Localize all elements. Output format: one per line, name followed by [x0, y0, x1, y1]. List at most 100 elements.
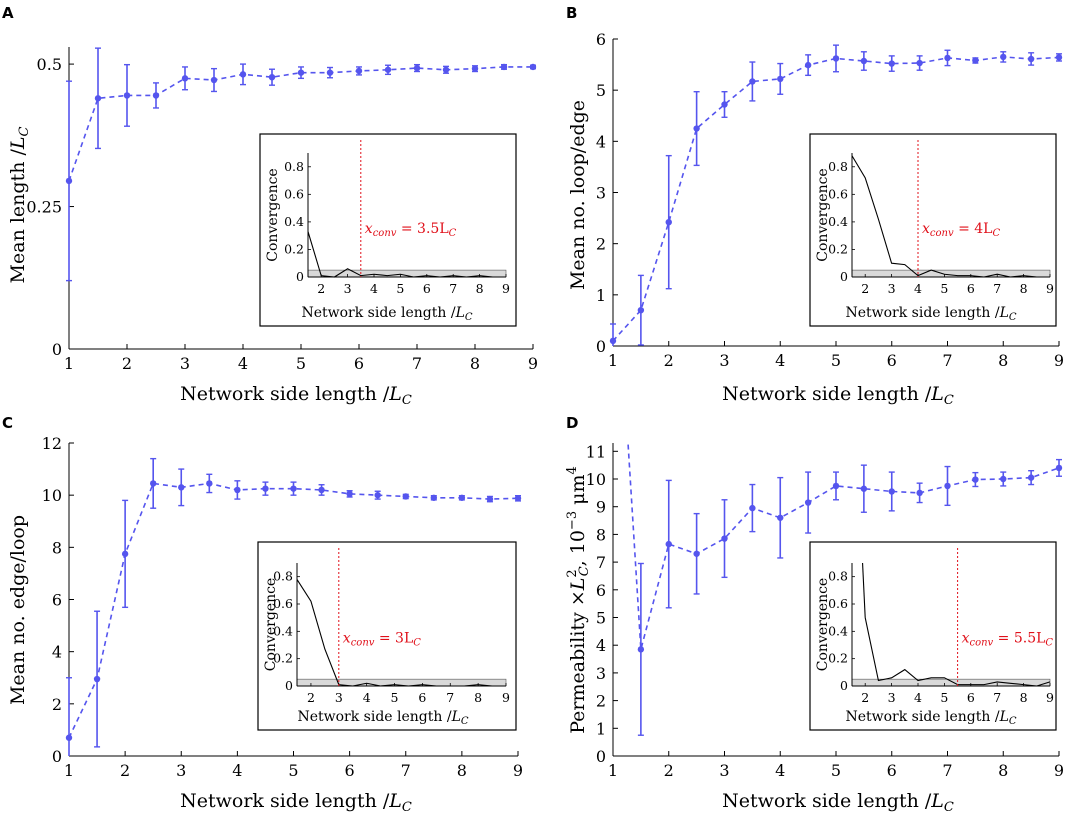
annotation-var-b: x — [922, 221, 930, 237]
data-point-d — [804, 499, 812, 506]
inset-x-tick-label-b: 5 — [940, 281, 948, 296]
data-point-b — [944, 54, 951, 62]
x-tick-label-c: 7 — [401, 761, 411, 780]
inset-convergence-line-a — [307, 231, 506, 278]
data-point-d — [665, 540, 672, 548]
x-axis-label-var-b: L — [930, 383, 944, 405]
x-tick-label-c: 6 — [345, 761, 355, 780]
x-tick-label-a: 3 — [180, 354, 190, 373]
y-tick-label-d: 6 — [596, 581, 606, 600]
data-point-d — [1000, 475, 1007, 483]
y-tick-label-d: 7 — [596, 553, 606, 572]
y-tick-label-d: 5 — [596, 609, 606, 628]
inset-frame-d — [809, 541, 1057, 731]
data-point-c — [318, 486, 325, 494]
inset-x-tick-label-a: 9 — [502, 281, 510, 296]
inset-c: Network side length /LC Convergence xcon… — [257, 541, 517, 731]
inset-y-tick-label-b: 0 — [840, 269, 848, 284]
y-axis-label-d: Permeability ×L2C, 10−3 μm4 — [565, 466, 592, 734]
inset-x-label-d: Network side length /LC — [845, 709, 1016, 727]
inset-x-label-text-d: Network side length / — [845, 709, 999, 725]
annotation-eq-a: = 3.5L — [396, 221, 448, 237]
y-axis-label-exp2-d: 4 — [565, 466, 580, 474]
x-tick-label-b: 6 — [887, 351, 897, 370]
data-point-b — [749, 78, 756, 85]
axis-labels-b: Network side length /LC Mean no. loop/ed… — [567, 100, 954, 408]
data-point-a — [297, 69, 305, 76]
y-tick-label-c: 8 — [52, 538, 62, 557]
data-point-a — [500, 63, 508, 71]
inset-x-label-text-b: Network side length / — [845, 305, 999, 321]
inset-x-tick-label-c: 2 — [307, 690, 315, 705]
y-axis-label-var-d: L — [567, 578, 589, 592]
inset-y-label-d: Convergence — [815, 578, 831, 671]
y-tick-label-b: 5 — [596, 81, 606, 100]
x-tick-label-d: 9 — [1054, 761, 1064, 780]
data-point-a — [355, 67, 363, 75]
series-line-c — [68, 482, 519, 739]
annotation-var-d: x — [962, 630, 970, 646]
x-axis-label-text-d: Network side length / — [722, 790, 932, 812]
y-axis-label-c: Mean no. edge/loop — [7, 515, 29, 705]
inset-x-tick-label-d: 4 — [914, 690, 922, 705]
inset-y-tick-label-b: 0.4 — [828, 214, 848, 229]
annotation-eq-sub-d: C — [1045, 637, 1053, 648]
inset-a: Network side length /LC Convergence xcon… — [259, 133, 517, 327]
inset-convergence-line-c — [296, 579, 506, 687]
x-tick-label-b: 3 — [719, 351, 729, 370]
annotation-sub-a: conv — [373, 228, 397, 239]
x-axis-label-sub-b: C — [944, 393, 954, 408]
annotation-var-a: x — [365, 221, 373, 237]
annotation-sub-b: conv — [930, 228, 954, 239]
data-point-c — [178, 484, 185, 491]
inset-x-tick-label-c: 5 — [391, 690, 399, 705]
inset-x-label-var-c: L — [451, 709, 461, 725]
inset-y-tick-label-d: 0.6 — [828, 596, 848, 611]
annotation-sub-c: conv — [351, 637, 375, 648]
x-axis-label-var-a: L — [388, 383, 402, 405]
annotation-eq-sub-c: C — [413, 637, 421, 648]
data-point-a — [268, 74, 276, 81]
y-tick-label-b: 3 — [596, 184, 606, 203]
x-axis-label-d: Network side length /LC — [722, 790, 954, 814]
convergence-annotation-c: xconv = 3LC — [343, 630, 421, 648]
y-axis-label-exp-d: −3 — [565, 511, 580, 530]
x-axis-label-text-b: Network side length / — [722, 383, 932, 405]
data-point-c — [486, 495, 494, 503]
y-axis-label-text-d: Permeability × — [567, 590, 589, 734]
data-point-a — [442, 66, 450, 73]
x-axis-label-b: Network side length /LC — [722, 383, 954, 408]
data-point-d — [832, 482, 840, 490]
data-point-a — [210, 76, 218, 84]
x-tick-label-a: 5 — [296, 354, 306, 373]
x-axis-label-sub-a: C — [402, 393, 412, 408]
x-tick-label-d: 3 — [719, 761, 729, 780]
y-tick-label-b: 6 — [596, 30, 606, 49]
data-point-a — [413, 64, 421, 72]
data-point-c — [514, 495, 522, 502]
data-point-b — [804, 61, 812, 69]
x-tick-label-a: 4 — [238, 354, 248, 373]
inset-frame-a — [259, 133, 517, 327]
inset-x-label-var-d: L — [999, 709, 1009, 725]
data-point-b — [860, 57, 868, 65]
data-point-b — [777, 75, 784, 83]
inset-frame-c — [257, 541, 517, 731]
data-point-b — [1000, 53, 1007, 61]
axis-labels-d: Network side length /LC Permeability ×L2… — [565, 466, 954, 814]
inset-x-tick-label-b: 9 — [1046, 281, 1054, 296]
y-tick-label-d: 2 — [596, 692, 606, 711]
y-axis-label-var-a: L — [7, 136, 29, 150]
inset-y-tick-label-a: 0.8 — [284, 159, 304, 174]
x-tick-label-a: 9 — [528, 354, 538, 373]
data-point-c — [290, 485, 297, 492]
panel-a: A 1 2 3 4 5 6 7 8 900.250.5 Network side length … — [2, 4, 538, 408]
x-axis-label-a: Network side length /LC — [180, 383, 412, 408]
data-point-d — [777, 514, 784, 521]
inset-x-tick-label-c: 6 — [418, 690, 426, 705]
annotation-eq-c: = 3L — [374, 630, 413, 646]
data-point-b — [916, 59, 923, 67]
